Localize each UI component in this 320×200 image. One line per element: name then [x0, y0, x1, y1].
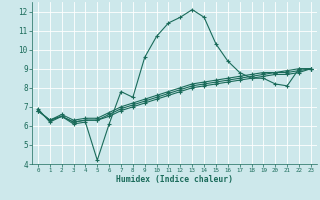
X-axis label: Humidex (Indice chaleur): Humidex (Indice chaleur): [116, 175, 233, 184]
